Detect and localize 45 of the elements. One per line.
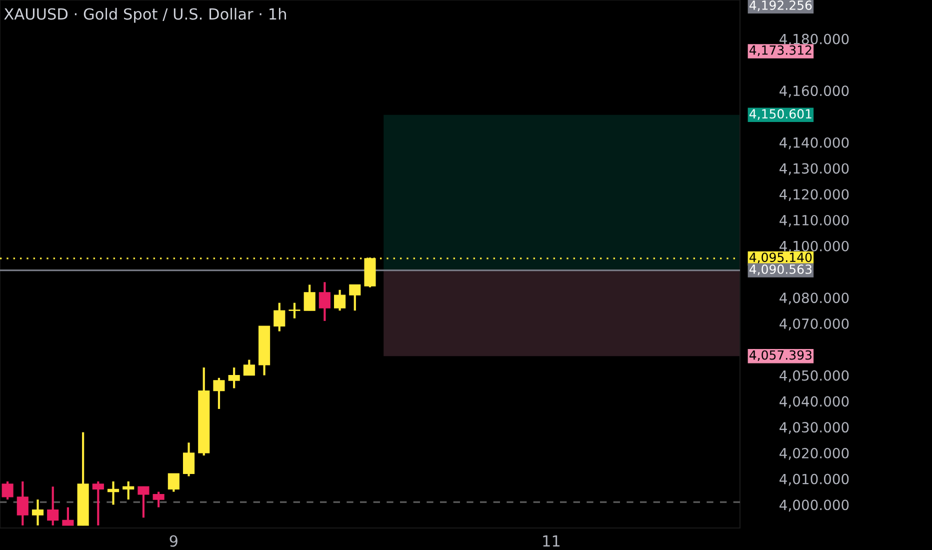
y-tick-label: 4,110.000 [780, 214, 849, 227]
ref-line-label: 4,095.140 [749, 252, 812, 264]
candlestick [92, 480, 104, 526]
candlestick [32, 498, 44, 526]
candlestick [152, 490, 164, 508]
ref-line-label: 4,090.563 [749, 264, 812, 276]
candlestick [304, 284, 316, 312]
candlestick [2, 480, 14, 501]
candlestick [213, 376, 225, 410]
y-tick-label: 4,010.000 [780, 474, 849, 486]
text: XAUUSD · Gold Spot / U.S. Dollar · 1h [4, 8, 286, 23]
candlestick [47, 486, 59, 526]
x-tick-label: 11 [543, 535, 560, 547]
y-tick-label: 4,040.000 [780, 396, 849, 408]
candlestick [62, 506, 74, 526]
y-tick-label: 4,100.000 [780, 240, 849, 253]
y-tick-label: 4,160.000 [780, 86, 849, 98]
y-tick-label: 4,130.000 [780, 163, 849, 176]
y-tick-label: 4,080.000 [780, 292, 849, 305]
candlestick [274, 302, 286, 332]
candlestick [138, 486, 150, 519]
candlestick [349, 284, 361, 312]
candlestick [243, 358, 255, 376]
candlestick [334, 288, 346, 312]
candlestick [122, 480, 134, 501]
y-tick-label: 4,070.000 [780, 318, 849, 330]
y-tick-label: 4,140.000 [780, 137, 849, 150]
text: 4,192.256 [749, 0, 812, 12]
band-label: 4,150.601 [749, 109, 812, 120]
y-tick-label: 4,000.000 [780, 500, 849, 512]
y-tick-label: 4,180.000 [780, 34, 849, 46]
candlestick [228, 366, 240, 390]
x-tick-label: 9 [170, 535, 178, 547]
y-tick-label: 4,120.000 [780, 189, 849, 202]
candlestick [318, 281, 330, 322]
candlestick [107, 480, 120, 506]
candlestick [182, 442, 195, 478]
candlestick [288, 302, 300, 320]
band-label: 4,057.393 [749, 350, 812, 362]
y-tick-label: 4,030.000 [780, 422, 849, 434]
candlestick [16, 480, 28, 526]
candlestick [168, 472, 180, 493]
text: 4,173.312 [749, 45, 812, 56]
y-tick-label: 4,050.000 [780, 370, 849, 382]
y-tick-label: 4,020.000 [780, 448, 849, 460]
